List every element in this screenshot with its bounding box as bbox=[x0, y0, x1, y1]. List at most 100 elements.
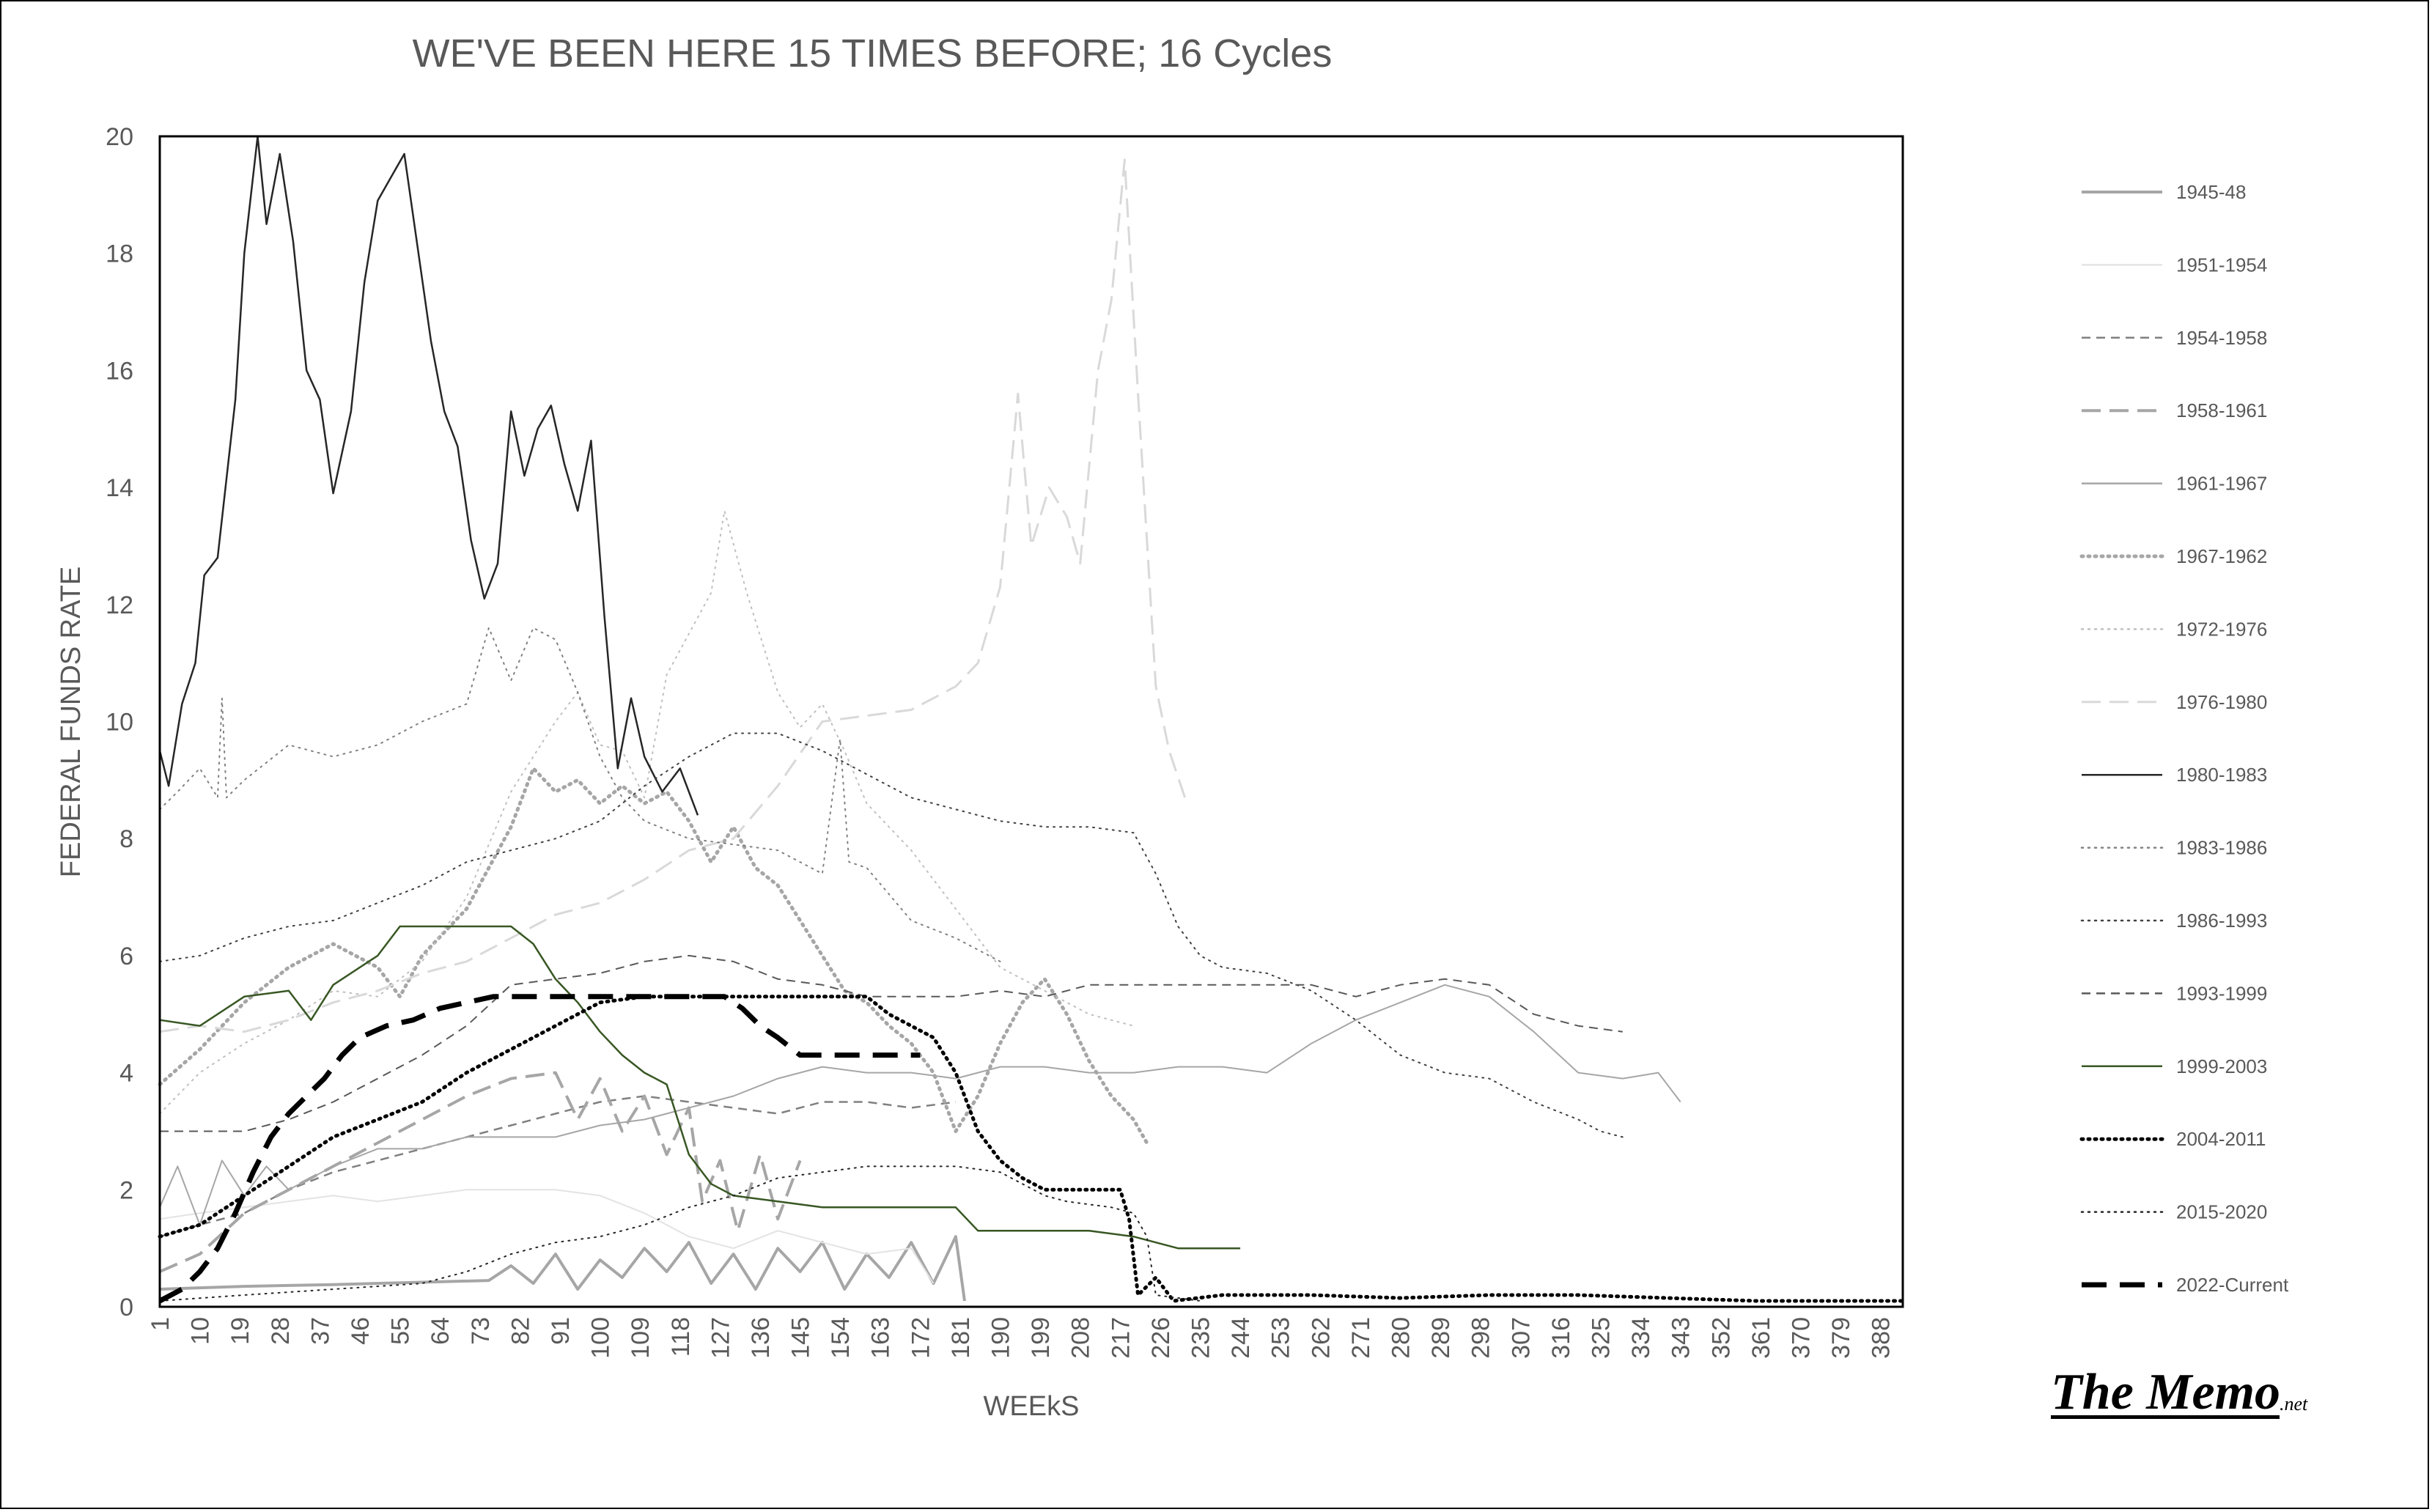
x-tick-label: 244 bbox=[1227, 1317, 1255, 1359]
legend-item: 1999-2003 bbox=[2082, 1055, 2267, 1077]
series-line-1961-1967 bbox=[159, 984, 1681, 1226]
y-axis-title: FEDERAL FUNDS RATE bbox=[56, 567, 86, 877]
legend-item: 2022-Current bbox=[2082, 1274, 2289, 1296]
legend-item: 1945-48 bbox=[2082, 181, 2246, 203]
x-tick-label: 73 bbox=[467, 1317, 495, 1345]
legend-item: 1980-1983 bbox=[2082, 764, 2267, 786]
x-tick-label: 271 bbox=[1347, 1317, 1375, 1359]
legend-item: 1972-1976 bbox=[2080, 618, 2267, 640]
x-tick-label: 154 bbox=[827, 1317, 855, 1359]
y-axis-ticks: 0 2 4 6 8 10 12 14 16 18 20 bbox=[106, 123, 133, 1321]
x-tick-label: 136 bbox=[747, 1317, 775, 1359]
legend-item: 1951-1954 bbox=[2082, 254, 2267, 276]
x-tick-label: 55 bbox=[387, 1317, 415, 1345]
x-tick-label: 118 bbox=[667, 1317, 695, 1357]
legend-item: 2004-2011 bbox=[2079, 1128, 2266, 1150]
x-tick-label: 64 bbox=[427, 1317, 454, 1345]
series-line-1993-1999 bbox=[160, 954, 1623, 1132]
x-tick-label: 28 bbox=[267, 1317, 295, 1345]
y-tick-label: 14 bbox=[106, 474, 133, 502]
x-tick-label: 334 bbox=[1627, 1317, 1655, 1359]
legend-item: 1993-1999 bbox=[2082, 982, 2267, 1004]
legend-item: 1958-1961 bbox=[2082, 399, 2267, 421]
y-tick-label: 6 bbox=[119, 943, 133, 970]
legend-label: 1986-1993 bbox=[2176, 910, 2267, 932]
x-tick-label: 325 bbox=[1587, 1317, 1615, 1359]
legend-label: 1983-1986 bbox=[2176, 837, 2267, 859]
x-tick-label: 127 bbox=[707, 1317, 734, 1359]
y-tick-label: 8 bbox=[119, 825, 133, 853]
series-line-1951-1954 bbox=[159, 1189, 935, 1284]
x-tick-label: 82 bbox=[506, 1317, 534, 1345]
legend-item: 2015-2020 bbox=[2080, 1201, 2267, 1223]
legend-item: 1986-1993 bbox=[2080, 910, 2267, 932]
legend-label: 2015-2020 bbox=[2176, 1201, 2267, 1223]
legend-label: 1976-1980 bbox=[2176, 691, 2267, 713]
x-tick-label: 370 bbox=[1787, 1317, 1815, 1359]
x-tick-label: 145 bbox=[787, 1317, 815, 1359]
x-tick-label: 208 bbox=[1067, 1317, 1095, 1359]
x-tick-label: 343 bbox=[1668, 1317, 1695, 1359]
legend-label: 1967-1962 bbox=[2176, 545, 2267, 567]
x-tick-label: 100 bbox=[587, 1317, 615, 1359]
legend-label: 1954-1958 bbox=[2176, 327, 2267, 349]
x-tick-label: 352 bbox=[1707, 1317, 1735, 1359]
y-tick-label: 20 bbox=[106, 123, 133, 151]
series-line-2022-Current bbox=[158, 994, 921, 1304]
series-line-2004-2011 bbox=[158, 995, 1905, 1303]
legend-label: 1945-48 bbox=[2176, 181, 2246, 203]
x-tick-label: 226 bbox=[1147, 1317, 1175, 1359]
y-tick-label: 0 bbox=[119, 1294, 133, 1321]
legend-item: 1967-1962 bbox=[2079, 545, 2267, 567]
series-line-1976-1980 bbox=[159, 158, 1188, 1033]
x-tick-label: 19 bbox=[226, 1317, 254, 1345]
x-tick-label: 379 bbox=[1827, 1317, 1855, 1359]
x-tick-label: 172 bbox=[907, 1317, 935, 1359]
x-tick-label: 361 bbox=[1747, 1317, 1775, 1359]
series-line-1954-1958 bbox=[159, 1095, 957, 1238]
x-tick-label: 37 bbox=[306, 1317, 334, 1345]
legend-label: 1980-1983 bbox=[2176, 764, 2267, 786]
legend-label: 1958-1961 bbox=[2176, 399, 2267, 421]
legend: 1945-48 1951-1954 1954-1958 1958-1961 1961-1… bbox=[2079, 181, 2289, 1296]
legend-label: 1951-1954 bbox=[2176, 254, 2267, 276]
x-axis-title: WEEkS bbox=[984, 1391, 1080, 1422]
legend-label: 1961-1967 bbox=[2176, 473, 2267, 495]
y-tick-label: 4 bbox=[119, 1060, 133, 1088]
series-line-1986-1993 bbox=[159, 732, 1624, 1138]
series-line-1945-48 bbox=[159, 1235, 966, 1302]
x-tick-label: 91 bbox=[547, 1317, 575, 1345]
the-memo-logo: The Memo .net bbox=[2051, 1364, 2308, 1420]
x-tick-label: 235 bbox=[1187, 1317, 1215, 1359]
plot-area bbox=[158, 135, 1905, 1304]
x-tick-label: 289 bbox=[1427, 1317, 1455, 1359]
series-line-1980-1983 bbox=[158, 135, 699, 816]
x-tick-label: 181 bbox=[947, 1317, 975, 1359]
x-tick-label: 10 bbox=[187, 1317, 215, 1345]
x-tick-label: 280 bbox=[1388, 1317, 1415, 1359]
series-line-1967-1962 bbox=[158, 766, 1149, 1145]
x-tick-label: 262 bbox=[1307, 1317, 1335, 1359]
legend-label: 2004-2011 bbox=[2176, 1128, 2266, 1150]
y-tick-label: 16 bbox=[106, 357, 133, 385]
legend-item: 1976-1980 bbox=[2082, 691, 2267, 713]
series-line-1999-2003 bbox=[159, 925, 1241, 1250]
x-tick-label: 163 bbox=[867, 1317, 895, 1359]
legend-item: 1983-1986 bbox=[2080, 837, 2267, 859]
logo-main: The Memo bbox=[2051, 1364, 2280, 1420]
legend-label: 1999-2003 bbox=[2176, 1055, 2267, 1077]
series-line-1972-1976 bbox=[159, 510, 1135, 1115]
series-line-1983-1986 bbox=[159, 627, 1001, 962]
legend-item: 1954-1958 bbox=[2082, 327, 2267, 349]
x-tick-label: 316 bbox=[1547, 1317, 1575, 1359]
legend-label: 1972-1976 bbox=[2176, 618, 2267, 640]
x-tick-label: 298 bbox=[1467, 1317, 1495, 1359]
y-tick-label: 10 bbox=[106, 709, 133, 737]
x-tick-label: 46 bbox=[347, 1317, 375, 1345]
x-tick-label: 253 bbox=[1267, 1317, 1295, 1359]
legend-label: 1993-1999 bbox=[2176, 982, 2267, 1004]
x-tick-label: 307 bbox=[1507, 1317, 1535, 1359]
chart-title: WE'VE BEEN HERE 15 TIMES BEFORE; 16 Cycl… bbox=[413, 32, 1333, 75]
